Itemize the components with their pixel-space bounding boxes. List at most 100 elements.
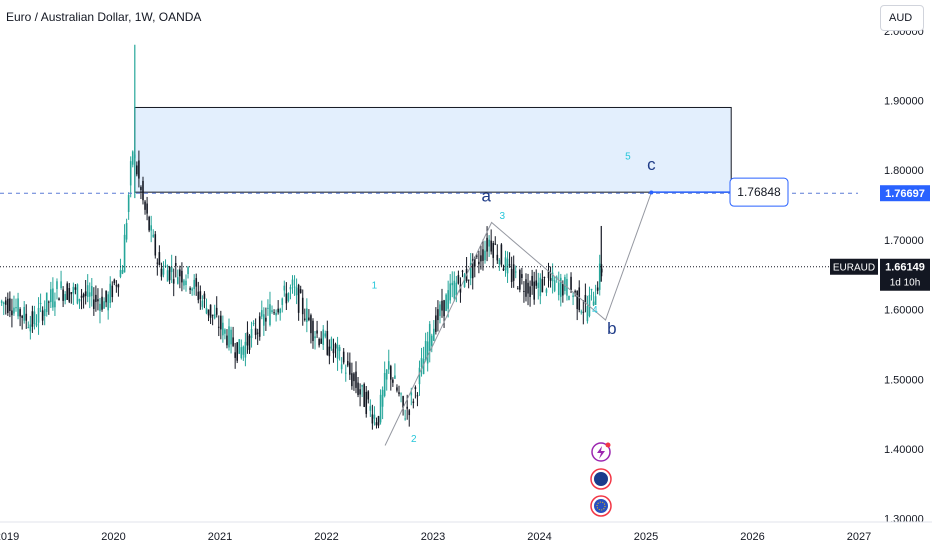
lightning-bolt-icon [597,446,605,459]
candle-body [193,279,195,289]
candle-body [148,216,150,231]
candle-body [160,268,163,277]
candle-body [535,280,538,286]
candle-body [252,323,255,325]
candle-body [72,286,75,294]
candle-body [500,244,503,265]
x-tick-label: 2023 [421,531,445,543]
candle-body [426,341,429,364]
candle-body [117,284,120,288]
candle-body [443,300,445,317]
candle-body [547,270,550,279]
candle-body [387,361,390,370]
candle-body [275,312,277,316]
candle-body [68,288,71,302]
eu-stars-icon [596,501,606,511]
candle-body [80,295,83,298]
candle-body [45,292,48,313]
candle-body [33,311,36,324]
abc-label-b: b [607,319,616,338]
candle-body [537,282,540,288]
candle-body [516,288,519,290]
candle-body [29,324,32,332]
candle-body [553,280,556,291]
candle-body [390,366,392,380]
time-axis[interactable]: 2019 2020 2021 2022 2023 2024 2025 2026 2027 [0,521,932,543]
candle-body [199,291,202,299]
y-tick-label: 1.70000 [884,235,924,247]
candle-body [226,335,228,346]
candle-body [564,277,566,291]
candle-body [246,332,249,346]
candle-body [283,285,286,291]
candle-body [90,285,93,297]
candle-body [504,257,507,271]
candle-body [314,336,316,339]
candle-body [158,252,161,265]
candle-body [453,280,456,299]
candle-body [267,307,269,309]
y-tick-label: 1.80000 [884,165,924,177]
candle-body [306,308,308,323]
candle-body [13,307,15,314]
wave-label-2: 2 [411,434,417,445]
candle-body [590,288,593,291]
candle-body [197,291,200,301]
candle-body [254,328,257,335]
candle-body [82,294,85,298]
candle-body [11,310,13,316]
last-price-tag [880,258,930,291]
candle-body [441,300,443,311]
candle-body [498,259,501,265]
candle-body [560,277,562,297]
candle-body [367,391,370,400]
candle-body [342,351,345,363]
candle-body [244,341,247,358]
candle-body [58,298,60,301]
candle-body [381,389,384,407]
candles-layer [0,44,603,430]
y-tick-label: 1.50000 [884,374,924,386]
candle-body [361,385,363,387]
candle-body [170,266,173,273]
event-icons-layer[interactable] [590,442,612,517]
candle-body [338,347,341,352]
candle-body [121,269,124,274]
candle-body [551,272,554,282]
candle-body [514,271,517,273]
candle-body [463,274,466,288]
wave-labels-layer: 1 2 3 4 5 a b c [372,152,656,445]
candle-body [263,314,265,326]
candle-body [476,255,478,257]
candle-body [222,322,224,336]
candle-body [545,289,548,293]
candle-body [578,287,581,310]
candle-body [201,300,204,307]
candle-body [525,279,527,297]
candle-body [0,301,3,303]
candle-body [203,293,206,299]
price-axis[interactable]: 2.100002.000001.900001.800001.700001.600… [830,0,930,526]
candle-body [256,332,259,334]
candle-body [322,329,325,345]
candle-body [195,278,198,287]
y-tick-label: 1.60000 [884,305,924,317]
candle-body [557,282,560,296]
currency-button[interactable]: AUD [880,5,924,31]
candle-body [101,296,103,310]
candle-body [265,317,267,322]
candle-body [357,382,359,395]
candle-body [502,268,505,271]
candle-body [211,314,214,316]
wave-label-4: 4 [592,305,598,316]
candle-body [62,289,64,301]
candle-body [152,234,155,237]
candle-body [451,282,454,286]
wave-projection-path [384,192,652,446]
candle-body [123,234,126,273]
candle-body [50,289,52,303]
candle-body [70,292,73,295]
candle-body [435,315,437,332]
candle-body [359,389,361,395]
